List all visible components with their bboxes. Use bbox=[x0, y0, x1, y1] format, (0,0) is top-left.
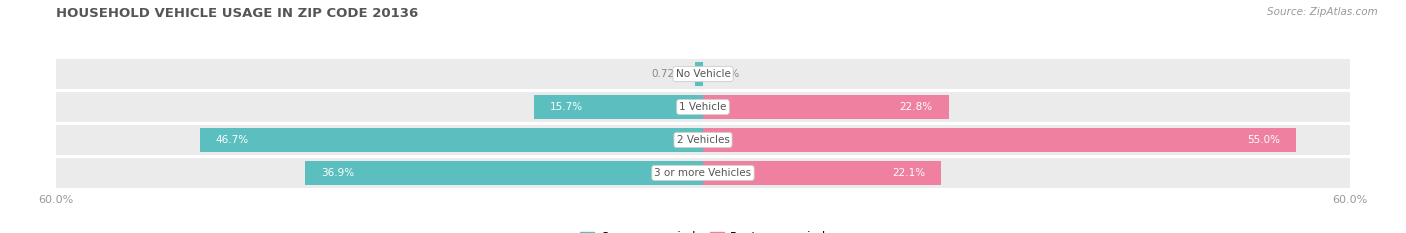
Text: 55.0%: 55.0% bbox=[1247, 135, 1279, 145]
Text: 46.7%: 46.7% bbox=[215, 135, 249, 145]
Bar bbox=[56, 125, 1350, 155]
Text: 22.8%: 22.8% bbox=[900, 102, 932, 112]
Bar bbox=[695, 62, 703, 86]
Text: 36.9%: 36.9% bbox=[322, 168, 354, 178]
Legend: Owner-occupied, Renter-occupied: Owner-occupied, Renter-occupied bbox=[575, 227, 831, 233]
Text: HOUSEHOLD VEHICLE USAGE IN ZIP CODE 20136: HOUSEHOLD VEHICLE USAGE IN ZIP CODE 2013… bbox=[56, 7, 419, 20]
Text: No Vehicle: No Vehicle bbox=[675, 69, 731, 79]
Text: 2 Vehicles: 2 Vehicles bbox=[676, 135, 730, 145]
Bar bbox=[56, 59, 1350, 89]
Bar bbox=[56, 92, 1350, 122]
Text: 1 Vehicle: 1 Vehicle bbox=[679, 102, 727, 112]
Text: 0.0%: 0.0% bbox=[714, 69, 740, 79]
Text: 22.1%: 22.1% bbox=[891, 168, 925, 178]
Text: 3 or more Vehicles: 3 or more Vehicles bbox=[654, 168, 752, 178]
Text: 0.72%: 0.72% bbox=[651, 69, 685, 79]
Bar bbox=[703, 128, 1296, 152]
Bar bbox=[703, 95, 949, 119]
Bar bbox=[56, 158, 1350, 188]
Bar bbox=[703, 161, 941, 185]
Bar bbox=[305, 161, 703, 185]
Bar bbox=[200, 128, 703, 152]
Text: 15.7%: 15.7% bbox=[550, 102, 583, 112]
Text: Source: ZipAtlas.com: Source: ZipAtlas.com bbox=[1267, 7, 1378, 17]
Bar bbox=[534, 95, 703, 119]
